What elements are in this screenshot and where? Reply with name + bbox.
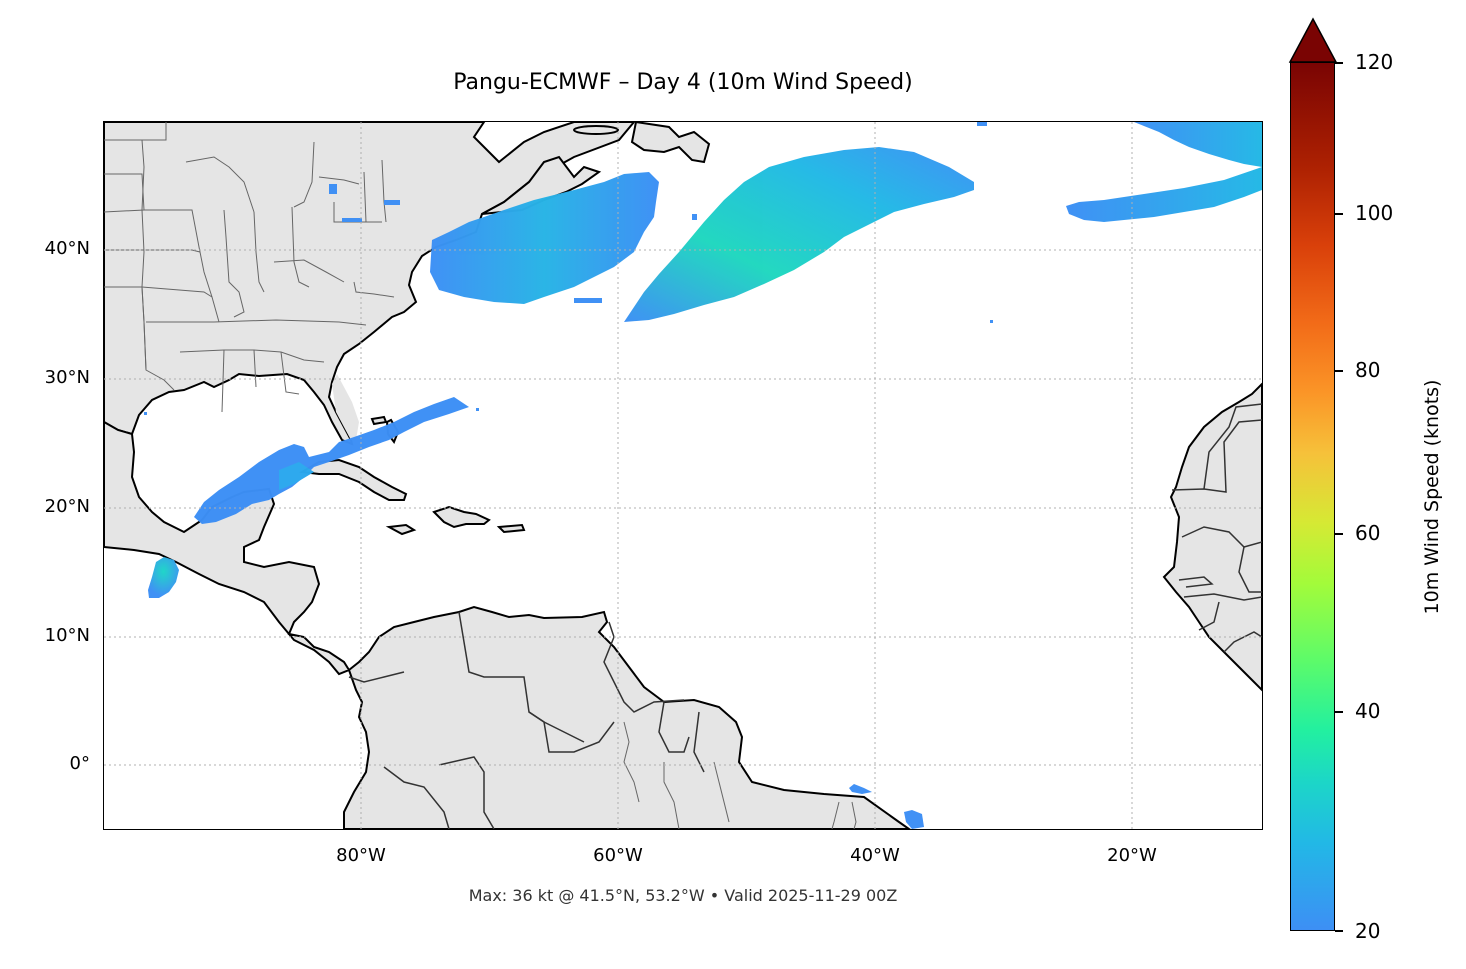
colorbar-label-60: 60 — [1355, 521, 1381, 545]
lat-tick-20n: 20°N — [44, 496, 90, 517]
state-borders — [104, 122, 395, 413]
colorbar-label-120: 120 — [1355, 50, 1394, 74]
max-wind-caption: Max: 36 kt @ 41.5°N, 53.2°W • Valid 2025… — [468, 886, 898, 905]
land-africa — [1162, 382, 1262, 692]
land-south-america — [343, 605, 911, 829]
map-plot-area[interactable] — [104, 122, 1262, 829]
colorbar-tick-120 — [1335, 62, 1343, 64]
lat-tick-30n: 30°N — [44, 367, 90, 388]
wind-speed-field — [144, 122, 1262, 829]
colorbar-tick-100 — [1335, 213, 1343, 215]
lon-tick-60w: 60°W — [593, 845, 643, 866]
colorbar-tick-20 — [1335, 930, 1343, 932]
colorbar-extend-arrow-icon — [1288, 17, 1338, 63]
lat-tick-10n: 10°N — [44, 625, 90, 646]
lon-tick-80w: 80°W — [336, 845, 386, 866]
colorbar-label-80: 80 — [1355, 358, 1381, 382]
colorbar-title: 10m Wind Speed (knots) — [1421, 379, 1443, 615]
colorbar-label-40: 40 — [1355, 699, 1381, 723]
gridlines — [104, 122, 1262, 829]
caribbean-islands — [298, 415, 526, 536]
lat-tick-0: 0° — [69, 753, 90, 774]
lon-tick-40w: 40°W — [850, 845, 900, 866]
colorbar-tick-80 — [1335, 370, 1343, 372]
colorbar-tick-40 — [1335, 711, 1343, 713]
lat-tick-40n: 40°N — [44, 238, 90, 259]
colorbar-label-20: 20 — [1355, 919, 1381, 943]
colorbar-label-100: 100 — [1355, 201, 1394, 225]
south-america-borders — [348, 611, 705, 829]
map-canvas — [104, 122, 1262, 829]
colorbar-tick-60 — [1335, 533, 1343, 535]
land-north-america — [104, 122, 711, 676]
africa-borders — [1171, 403, 1262, 653]
lon-tick-20w: 20°W — [1107, 845, 1157, 866]
chart-title: Pangu-ECMWF – Day 4 (10m Wind Speed) — [453, 70, 913, 95]
colorbar — [1290, 62, 1335, 931]
